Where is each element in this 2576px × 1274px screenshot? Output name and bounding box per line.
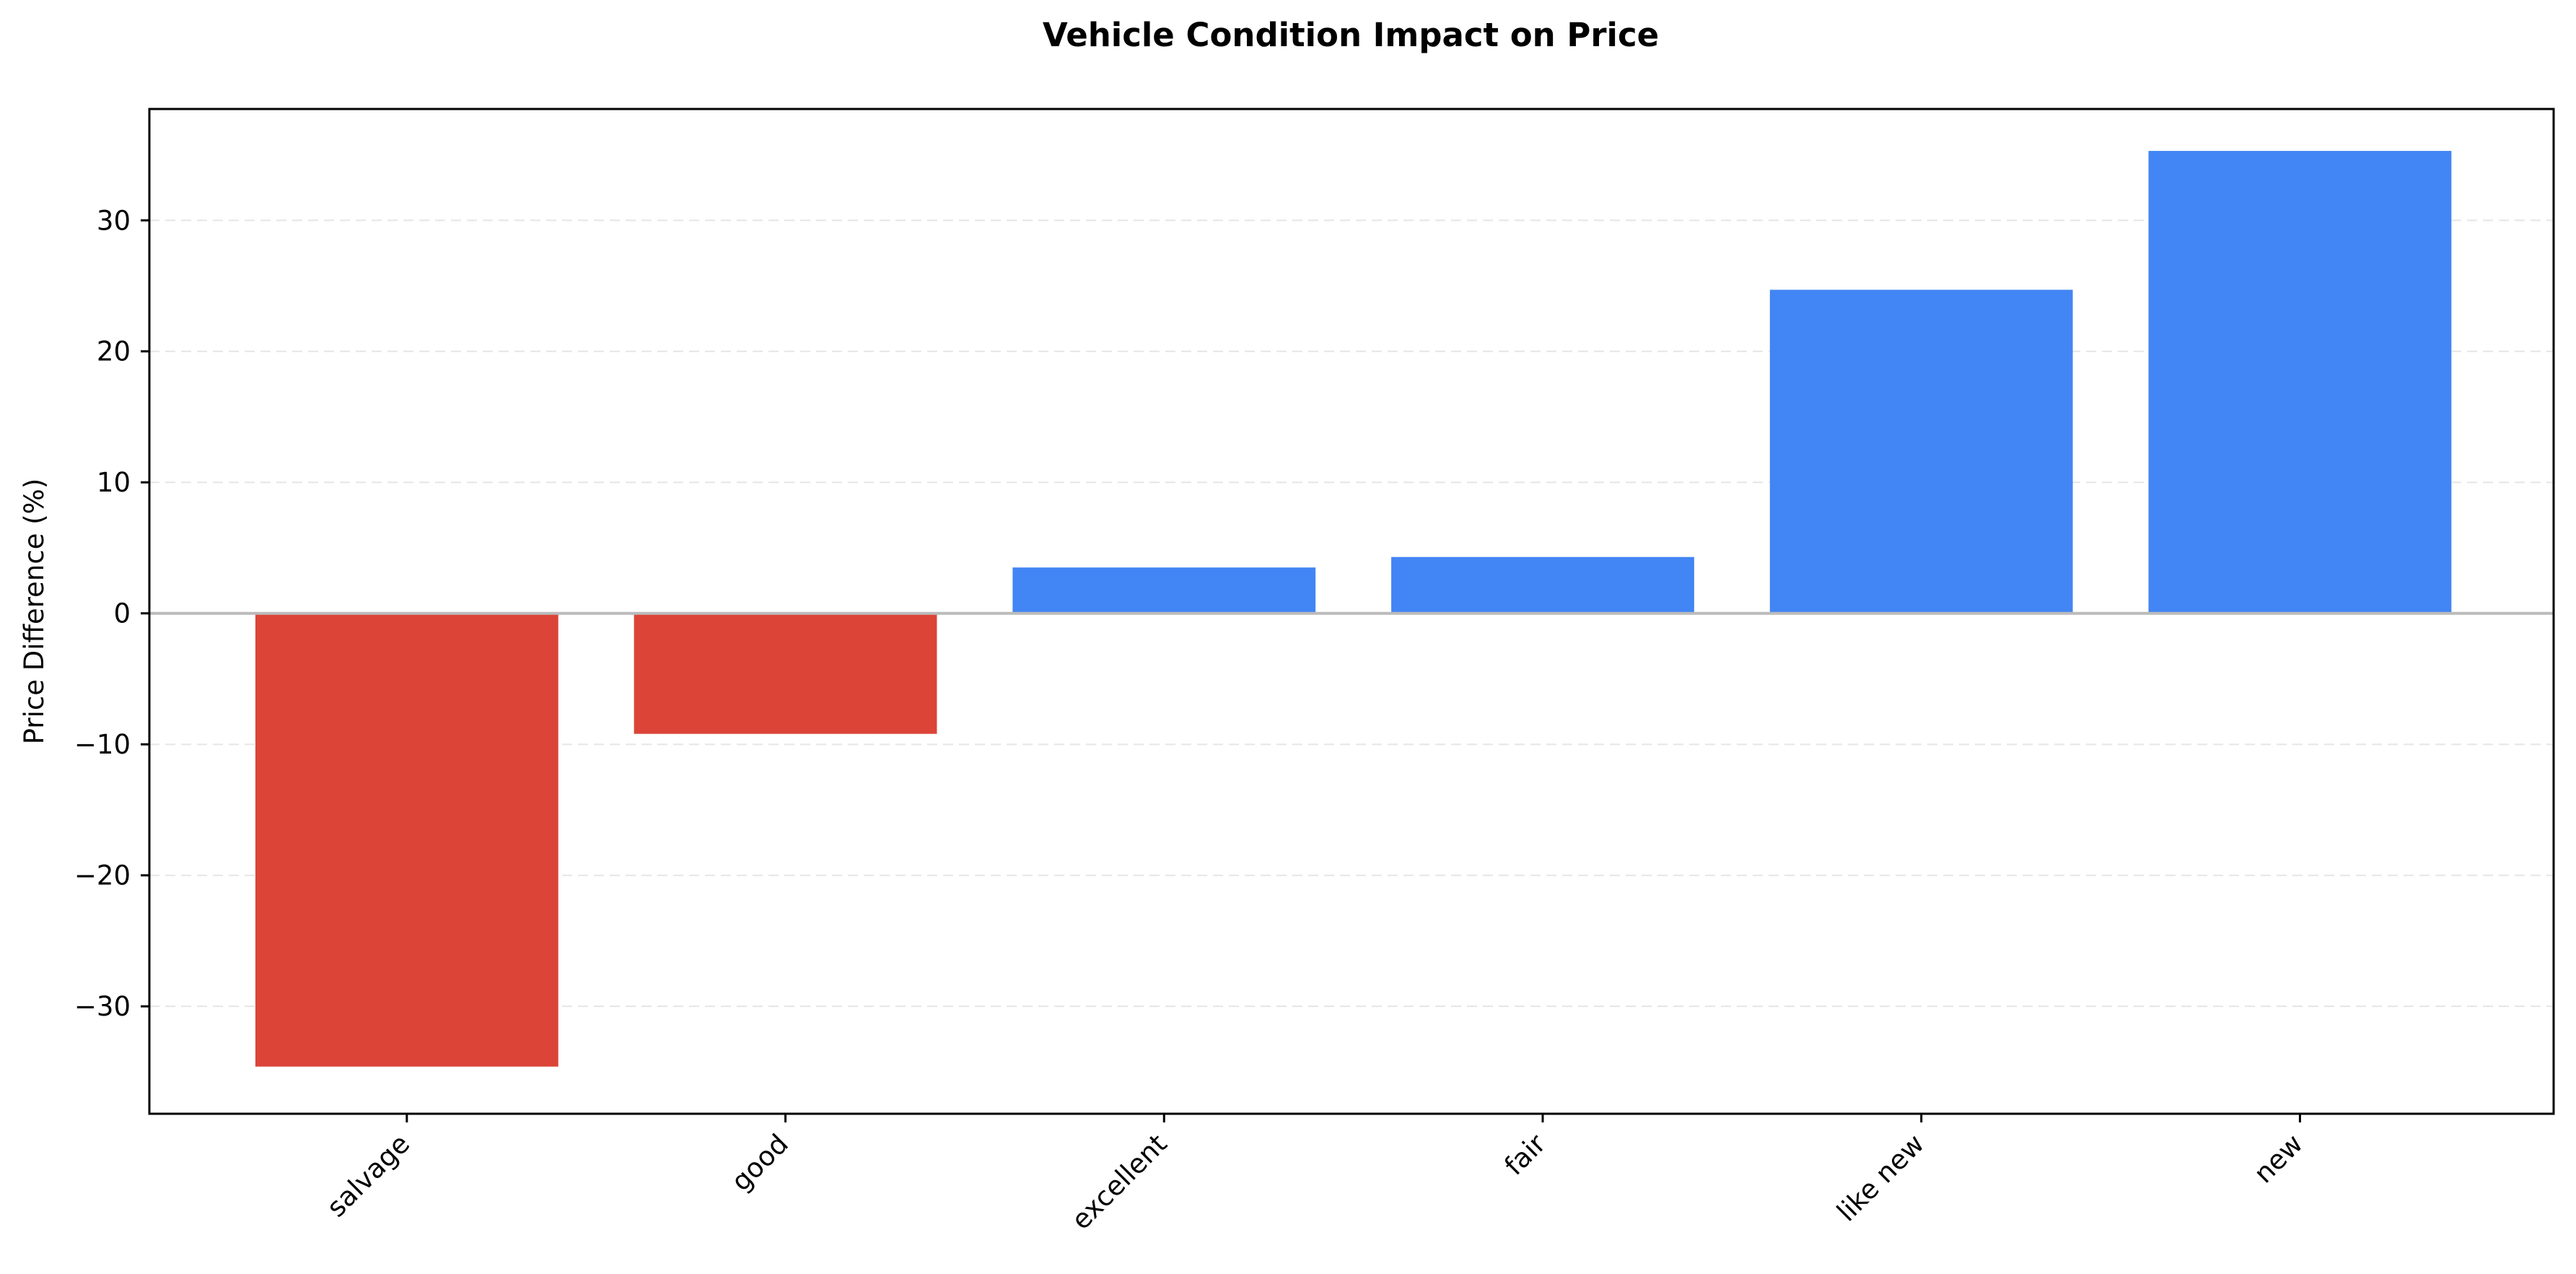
bar-like-new — [1769, 289, 2073, 614]
y-tick-label: 20 — [97, 336, 131, 367]
y-tick-label: 30 — [97, 205, 131, 236]
bars — [255, 151, 2452, 1067]
chart-title: Vehicle Condition Impact on Price — [1043, 16, 1659, 54]
y-axis-label: Price Difference (%) — [19, 479, 50, 745]
bar-fair — [1391, 557, 1694, 614]
y-tick-label: −20 — [74, 860, 131, 891]
bar-salvage — [255, 613, 558, 1067]
bar-good — [634, 613, 937, 734]
y-tick-label: 10 — [97, 467, 131, 498]
y-tick-label: −30 — [74, 991, 131, 1022]
y-axis: −30 −20 −10 0 10 20 30 — [74, 205, 149, 1022]
plot-frame — [148, 108, 2555, 1115]
bar-new — [2148, 151, 2452, 614]
y-tick-label: 0 — [113, 598, 131, 629]
y-tick-label: −10 — [74, 729, 131, 760]
bar-excellent — [1012, 567, 1316, 614]
